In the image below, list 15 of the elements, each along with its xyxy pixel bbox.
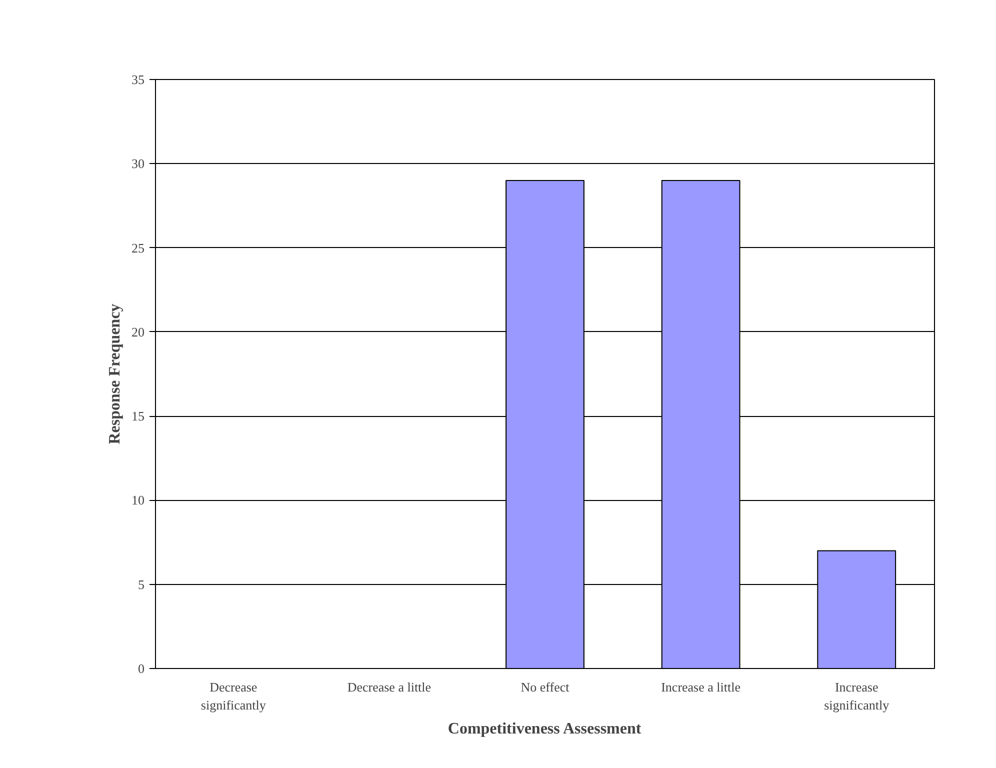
y-tick-label: 15	[132, 408, 144, 424]
y-tick-label: 35	[132, 72, 144, 87]
y-tick-label: 0	[138, 661, 144, 676]
y-tick-label: 20	[132, 324, 144, 340]
y-tick-label: 5	[138, 576, 144, 592]
x-tick-label: Increase a little	[661, 680, 741, 694]
x-tick-label: Decrease significantly	[200, 680, 266, 712]
y-tick-label: 10	[132, 492, 144, 508]
x-tick-label: No effect	[520, 680, 570, 694]
x-tick-label: Decrease a little	[347, 680, 432, 694]
y-tick-label: 25	[132, 240, 144, 256]
y-axis-title: Response Frequency	[106, 304, 124, 444]
y-tick-label: 30	[132, 156, 144, 172]
x-tick-label: Increase significantly	[824, 680, 890, 712]
x-axis-title: Competitiveness Assessment	[448, 720, 642, 738]
